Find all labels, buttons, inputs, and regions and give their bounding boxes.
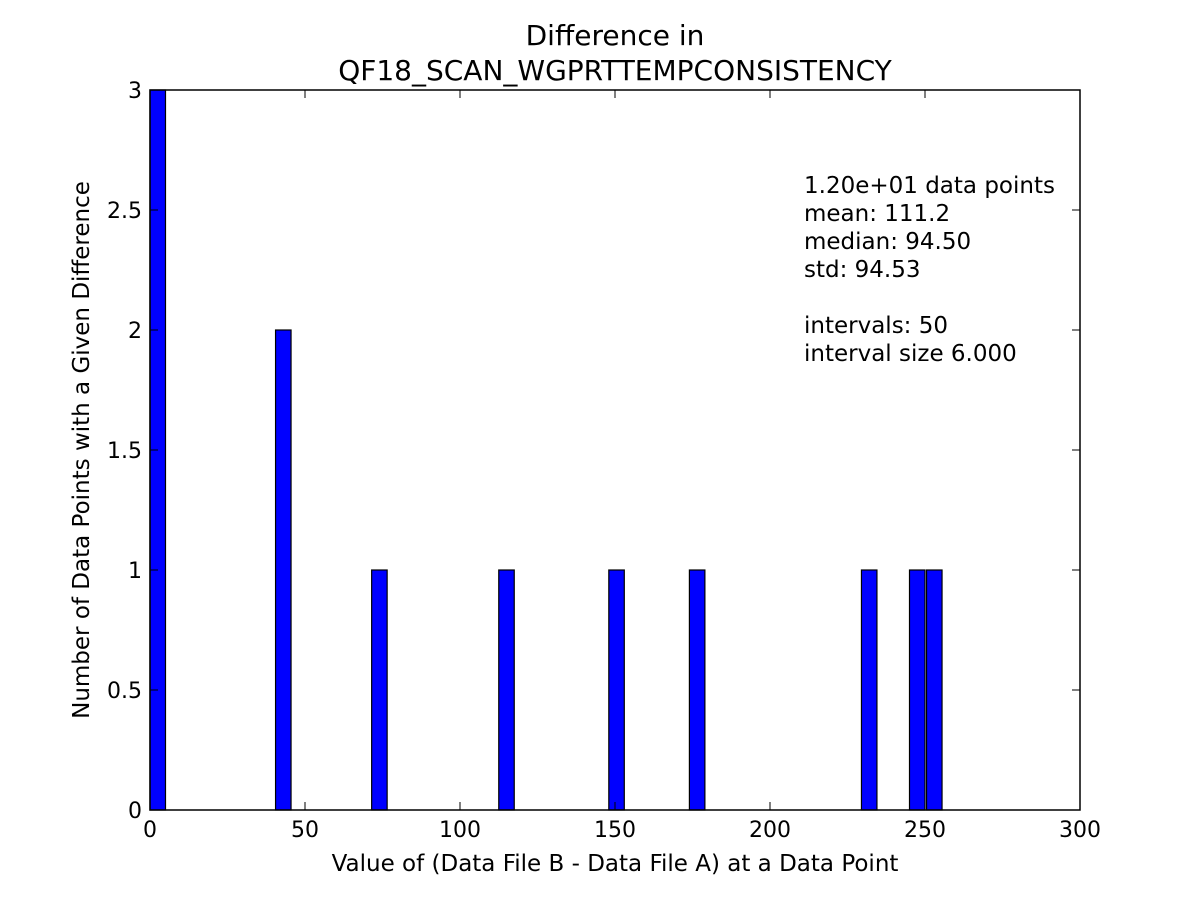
x-tick-label: 250 xyxy=(904,818,946,843)
y-tick-label: 1.5 xyxy=(107,439,142,464)
x-tick-label: 150 xyxy=(594,818,636,843)
y-tick-label: 0 xyxy=(128,799,142,824)
stats-line: std: 94.53 xyxy=(804,257,921,283)
histogram-bar xyxy=(925,569,943,811)
chart-title: Difference in QF18_SCAN_WGPRTTEMPCONSIST… xyxy=(338,19,892,87)
histogram-bar xyxy=(608,569,625,811)
stats-line: interval size 6.000 xyxy=(804,341,1017,367)
x-tick-label: 50 xyxy=(291,818,319,843)
chart-title-line-2: QF18_SCAN_WGPRTTEMPCONSISTENCY xyxy=(338,54,892,87)
x-tick-label: 200 xyxy=(749,818,791,843)
stats-line: mean: 111.2 xyxy=(804,201,950,227)
x-tick-label: 100 xyxy=(439,818,481,843)
x-axis-label: Value of (Data File B - Data File A) at … xyxy=(332,851,899,877)
y-tick-label: 0.5 xyxy=(107,679,142,704)
y-tick-label: 2 xyxy=(128,319,142,344)
x-axis-ticks: 0 50 100 150 200 250 300 xyxy=(143,90,1101,843)
histogram-bar xyxy=(498,569,515,811)
x-tick-label: 300 xyxy=(1059,818,1101,843)
stats-line: median: 94.50 xyxy=(804,229,971,255)
histogram-bar xyxy=(908,569,926,811)
histogram-bar xyxy=(371,569,388,811)
histogram-bar xyxy=(688,569,706,811)
x-tick-label: 0 xyxy=(143,818,157,843)
stats-line: 1.20e+01 data points xyxy=(804,173,1055,199)
y-tick-label: 2.5 xyxy=(107,199,142,224)
histogram-bar xyxy=(860,569,878,811)
y-axis-ticks: 0 0.5 1 1.5 2 2.5 3 xyxy=(107,79,1080,824)
stats-line: intervals: 50 xyxy=(804,313,948,339)
histogram-bars xyxy=(149,89,943,811)
histogram-bar xyxy=(274,329,292,811)
y-tick-label: 3 xyxy=(128,79,142,104)
y-tick-label: 1 xyxy=(128,559,142,584)
y-axis-label: Number of Data Points with a Given Diffe… xyxy=(69,181,95,719)
chart-title-line-1: Difference in xyxy=(526,19,705,52)
